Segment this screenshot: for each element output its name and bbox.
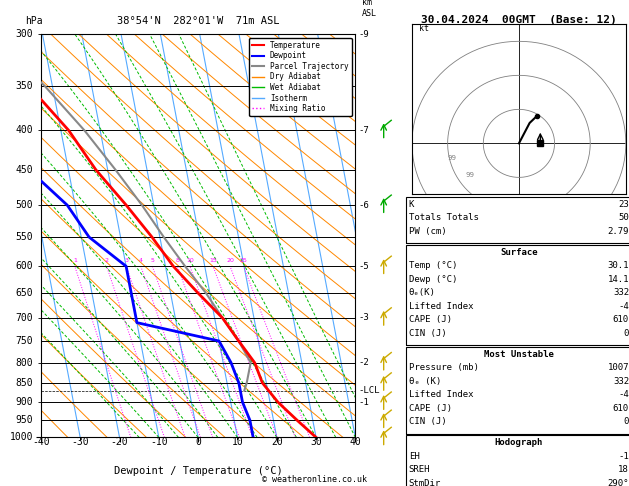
Text: -3: -3 xyxy=(359,313,369,322)
Text: 350: 350 xyxy=(15,81,33,91)
Text: EH: EH xyxy=(409,451,420,461)
Text: 450: 450 xyxy=(15,165,33,175)
Text: StmDir: StmDir xyxy=(409,479,441,486)
Text: 99: 99 xyxy=(465,173,474,178)
Legend: Temperature, Dewpoint, Parcel Trajectory, Dry Adiabat, Wet Adiabat, Isotherm, Mi: Temperature, Dewpoint, Parcel Trajectory… xyxy=(249,38,352,116)
Text: 800: 800 xyxy=(15,358,33,367)
Text: CIN (J): CIN (J) xyxy=(409,417,447,426)
Text: Totals Totals: Totals Totals xyxy=(409,213,479,222)
Text: 700: 700 xyxy=(15,313,33,323)
Text: -20: -20 xyxy=(111,437,128,448)
Text: -4: -4 xyxy=(618,302,629,311)
Text: 750: 750 xyxy=(15,336,33,346)
Text: © weatheronline.co.uk: © weatheronline.co.uk xyxy=(262,474,367,484)
Text: 610: 610 xyxy=(613,315,629,324)
Text: 18: 18 xyxy=(618,465,629,474)
Text: -10: -10 xyxy=(150,437,168,448)
Text: 290°: 290° xyxy=(608,479,629,486)
Text: 20: 20 xyxy=(271,437,282,448)
Text: Dewp (°C): Dewp (°C) xyxy=(409,275,457,284)
Text: CAPE (J): CAPE (J) xyxy=(409,315,452,324)
Text: -7: -7 xyxy=(359,126,369,135)
Text: kt: kt xyxy=(419,24,429,33)
Text: 40: 40 xyxy=(350,437,361,448)
Text: -2: -2 xyxy=(359,358,369,367)
Text: SREH: SREH xyxy=(409,465,430,474)
Text: 650: 650 xyxy=(15,288,33,298)
Text: 1000: 1000 xyxy=(9,433,33,442)
Text: Hodograph: Hodograph xyxy=(495,438,543,447)
Text: 20: 20 xyxy=(226,259,234,263)
Text: 1: 1 xyxy=(73,259,77,263)
Text: 25: 25 xyxy=(240,259,247,263)
Text: 610: 610 xyxy=(613,404,629,413)
Text: -9: -9 xyxy=(359,30,369,38)
Text: 2.79: 2.79 xyxy=(608,227,629,236)
Text: 332: 332 xyxy=(613,377,629,386)
Text: -1: -1 xyxy=(359,398,369,407)
Text: -LCL: -LCL xyxy=(359,386,380,395)
Text: Pressure (mb): Pressure (mb) xyxy=(409,363,479,372)
Text: 4: 4 xyxy=(139,259,143,263)
Text: 850: 850 xyxy=(15,378,33,388)
Text: 99: 99 xyxy=(448,156,457,161)
Text: Most Unstable: Most Unstable xyxy=(484,350,554,359)
Text: hPa: hPa xyxy=(25,16,43,26)
Text: 2: 2 xyxy=(104,259,109,263)
Text: 332: 332 xyxy=(613,288,629,297)
Text: -30: -30 xyxy=(71,437,89,448)
Text: 300: 300 xyxy=(15,29,33,39)
Text: CIN (J): CIN (J) xyxy=(409,329,447,338)
Text: 3: 3 xyxy=(125,259,128,263)
Text: 950: 950 xyxy=(15,415,33,425)
Text: 15: 15 xyxy=(209,259,217,263)
Text: 0: 0 xyxy=(623,417,629,426)
Text: 50: 50 xyxy=(618,213,629,222)
Text: -6: -6 xyxy=(359,201,369,209)
Text: 38°54'N  282°01'W  71m ASL: 38°54'N 282°01'W 71m ASL xyxy=(117,16,279,26)
Text: 900: 900 xyxy=(15,397,33,407)
Text: Surface: Surface xyxy=(500,248,538,257)
Text: -1: -1 xyxy=(618,451,629,461)
Text: PW (cm): PW (cm) xyxy=(409,227,447,236)
Text: 10: 10 xyxy=(231,437,243,448)
Text: 30.04.2024  00GMT  (Base: 12): 30.04.2024 00GMT (Base: 12) xyxy=(421,15,617,25)
Text: CAPE (J): CAPE (J) xyxy=(409,404,452,413)
Text: θₑ(K): θₑ(K) xyxy=(409,288,436,297)
Text: -40: -40 xyxy=(32,437,50,448)
Text: 600: 600 xyxy=(15,261,33,271)
Text: -5: -5 xyxy=(359,262,369,271)
Text: 1007: 1007 xyxy=(608,363,629,372)
Text: Temp (°C): Temp (°C) xyxy=(409,261,457,270)
Text: 10: 10 xyxy=(186,259,194,263)
Text: Dewpoint / Temperature (°C): Dewpoint / Temperature (°C) xyxy=(114,466,282,476)
Text: 550: 550 xyxy=(15,232,33,242)
Text: 30: 30 xyxy=(310,437,322,448)
Text: 8: 8 xyxy=(175,259,179,263)
Text: 23: 23 xyxy=(618,200,629,209)
Text: 400: 400 xyxy=(15,125,33,136)
Text: Lifted Index: Lifted Index xyxy=(409,302,474,311)
Text: 5: 5 xyxy=(150,259,154,263)
Text: 30.1: 30.1 xyxy=(608,261,629,270)
Text: 0: 0 xyxy=(623,329,629,338)
Text: 0: 0 xyxy=(195,437,201,448)
Text: Lifted Index: Lifted Index xyxy=(409,390,474,399)
Text: 14.1: 14.1 xyxy=(608,275,629,284)
Text: K: K xyxy=(409,200,415,209)
Text: θₑ (K): θₑ (K) xyxy=(409,377,441,386)
Text: km
ASL: km ASL xyxy=(362,0,377,18)
Text: 500: 500 xyxy=(15,200,33,210)
Text: -4: -4 xyxy=(618,390,629,399)
